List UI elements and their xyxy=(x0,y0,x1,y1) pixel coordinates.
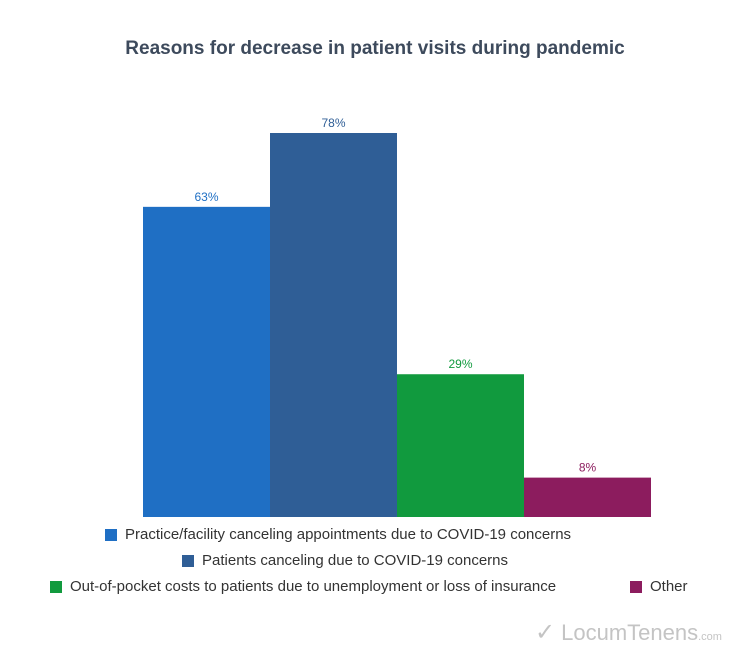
legend-label: Out-of-pocket costs to patients due to u… xyxy=(70,578,557,595)
legend-item-0: Practice/facility canceling appointments… xyxy=(105,526,571,543)
locumtenens-logo: ✓ LocumTenens .com xyxy=(535,618,722,647)
data-label-1: 78% xyxy=(321,116,345,130)
data-label-0: 63% xyxy=(194,190,218,204)
legend-item-2: Out-of-pocket costs to patients due to u… xyxy=(50,578,556,595)
legend-swatch xyxy=(182,554,194,567)
logo-suffix: .com xyxy=(698,631,722,643)
logo-name: LocumTenens xyxy=(561,620,699,645)
legend-item-1: Patients canceling due to COVID-19 conce… xyxy=(182,552,508,569)
legend-swatch xyxy=(630,580,642,593)
legend-swatch xyxy=(50,580,62,593)
bar-2 xyxy=(397,374,524,517)
legend-label: Practice/facility canceling appointments… xyxy=(125,526,572,543)
chart-title: Reasons for decrease in patient visits d… xyxy=(125,38,625,59)
logo-icon: ✓ xyxy=(535,619,556,646)
data-label-2: 29% xyxy=(448,357,472,371)
data-label-3: 8% xyxy=(579,461,597,475)
legend-swatch xyxy=(105,528,117,541)
legend-item-3: Other xyxy=(630,578,688,595)
legend-label: Other xyxy=(650,578,688,595)
bar-0 xyxy=(143,206,270,517)
bar-1 xyxy=(270,133,397,517)
legend-label: Patients canceling due to COVID-19 conce… xyxy=(202,552,508,569)
bar-3 xyxy=(524,477,651,517)
